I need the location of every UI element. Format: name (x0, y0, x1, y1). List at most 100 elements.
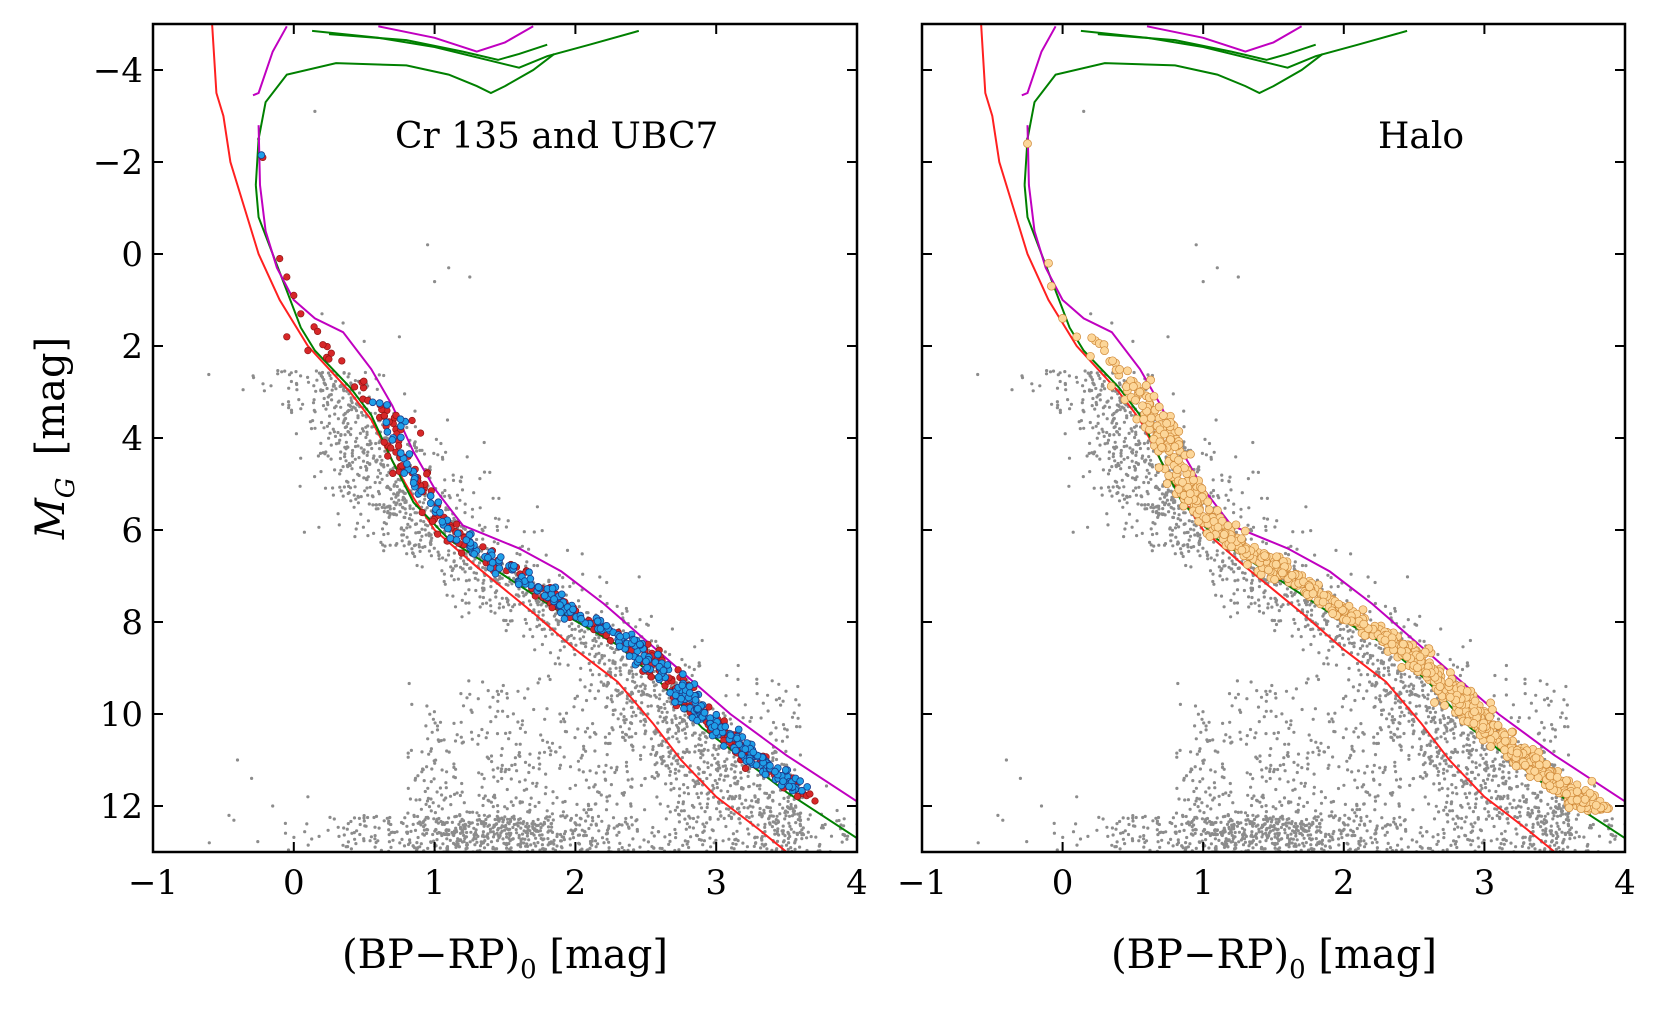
field-star (501, 605, 505, 609)
field-star (545, 815, 549, 819)
field-star (409, 748, 413, 753)
field-star (366, 424, 370, 428)
field-star (1168, 533, 1173, 537)
field-star (374, 814, 379, 819)
field-star (801, 832, 805, 836)
field-star (1498, 797, 1502, 801)
field-star (706, 765, 710, 770)
field-star (417, 545, 421, 549)
field-star (1079, 419, 1083, 423)
field-star (487, 757, 491, 761)
member-blue-point (766, 761, 774, 770)
field-star (388, 513, 392, 517)
field-star (691, 733, 695, 737)
field-star (459, 720, 463, 724)
field-star (536, 681, 540, 685)
field-star (701, 843, 705, 847)
field-star (451, 473, 455, 477)
field-star (643, 732, 647, 736)
field-star (509, 777, 513, 781)
field-star (436, 550, 440, 554)
field-star (373, 834, 377, 838)
field-star (361, 413, 365, 417)
field-star (642, 745, 646, 749)
field-star (766, 805, 770, 810)
field-star (453, 739, 458, 743)
field-star (329, 443, 333, 447)
xticks-left: −1 0 1 2 3 4 (128, 24, 868, 903)
field-star (458, 831, 463, 836)
field-star (1094, 386, 1098, 391)
field-star (450, 820, 454, 825)
field-star (1466, 737, 1470, 742)
field-star (312, 398, 316, 402)
field-star (489, 840, 494, 844)
field-star (614, 768, 619, 772)
field-star (1350, 635, 1354, 639)
field-star (463, 827, 467, 831)
field-star (472, 491, 476, 495)
field-star (423, 823, 427, 827)
field-stars-left (207, 109, 857, 856)
field-star (691, 816, 696, 821)
field-star (353, 485, 357, 489)
field-star (332, 430, 336, 434)
field-star (372, 815, 376, 820)
field-star (1418, 737, 1422, 741)
member-blue-point (510, 561, 518, 570)
field-star (536, 817, 540, 822)
field-star (424, 724, 428, 728)
field-star (445, 846, 449, 850)
field-star (789, 802, 793, 807)
member-red-point (458, 549, 466, 557)
field-star (462, 562, 467, 566)
field-star (474, 588, 478, 593)
field-star (721, 839, 725, 843)
field-star (369, 835, 373, 839)
member-red-point (741, 764, 750, 773)
field-star (586, 726, 590, 730)
field-star (1181, 554, 1185, 559)
field-star (501, 709, 505, 713)
field-star (519, 845, 523, 849)
field-star (351, 405, 355, 409)
field-star (584, 819, 588, 823)
field-star (488, 705, 492, 709)
field-star (753, 794, 757, 798)
field-star (686, 840, 690, 844)
field-star (326, 371, 331, 375)
member-red-point (351, 383, 359, 391)
field-star (673, 808, 678, 812)
field-star (382, 510, 386, 514)
field-star (1480, 795, 1484, 799)
field-star (1373, 684, 1377, 688)
field-star (347, 430, 351, 434)
field-star (570, 627, 574, 632)
field-star (729, 815, 734, 819)
field-star (478, 844, 483, 848)
field-star (376, 507, 380, 511)
field-star (434, 437, 438, 441)
field-star (1122, 440, 1126, 444)
field-star (619, 853, 622, 856)
field-star (649, 704, 653, 708)
field-star (676, 726, 681, 731)
field-star (1467, 756, 1471, 760)
field-star (1177, 525, 1181, 529)
field-star (388, 822, 392, 826)
field-star (607, 658, 611, 662)
field-star (564, 711, 569, 715)
field-star (586, 802, 591, 807)
field-star (453, 564, 457, 568)
field-star (841, 832, 845, 837)
field-star (1376, 667, 1381, 671)
field-star (782, 796, 786, 801)
field-star (645, 693, 649, 697)
field-star (420, 527, 424, 531)
field-star (760, 815, 764, 819)
member-red-point (389, 469, 397, 478)
field-star (651, 747, 655, 752)
field-star (790, 715, 795, 719)
field-star (1030, 382, 1034, 386)
field-star (444, 832, 448, 836)
